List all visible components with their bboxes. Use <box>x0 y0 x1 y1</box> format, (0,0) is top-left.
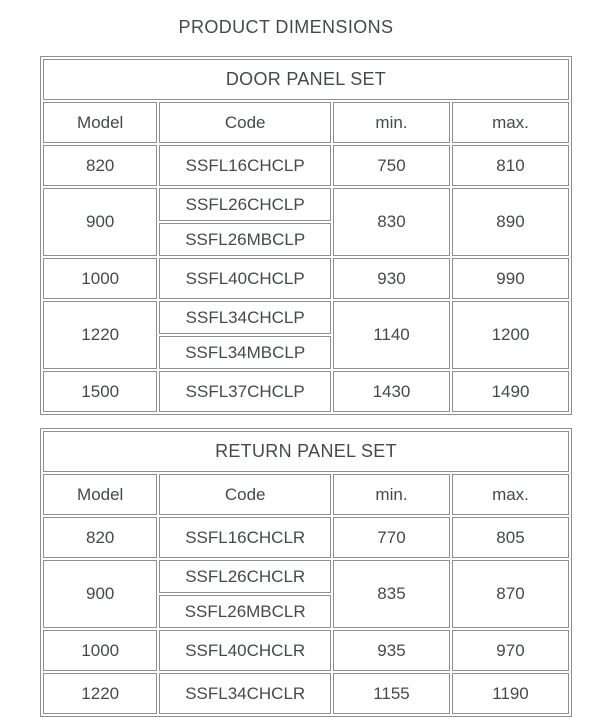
cell-model: 1500 <box>43 371 158 412</box>
cell-max: 870 <box>451 560 569 628</box>
cell-max: 970 <box>451 630 569 671</box>
table-row: 900 SSFL26CHCLP 830 890 <box>43 188 569 256</box>
cell-code: SSFL26CHCLP <box>159 188 331 221</box>
cell-min: 930 <box>332 258 450 299</box>
cell-code: SSFL34MBCLP <box>159 336 331 369</box>
column-header-model: Model <box>43 102 158 143</box>
cell-code: SSFL26MBCLR <box>159 595 331 628</box>
cell-max: 1490 <box>451 371 569 412</box>
column-header-code: Code <box>159 474 331 515</box>
cell-min: 835 <box>332 560 450 628</box>
table-title: DOOR PANEL SET <box>43 59 569 100</box>
cell-code: SSFL37CHCLP <box>159 371 331 412</box>
cell-min: 830 <box>332 188 450 256</box>
table-row: 820 SSFL16CHCLR 770 805 <box>43 517 569 558</box>
cell-code: SSFL40CHCLP <box>159 258 331 299</box>
cell-code: SSFL40CHCLR <box>159 630 331 671</box>
cell-code: SSFL34CHCLP <box>159 301 331 334</box>
table-row-code-variant: SSFL26MBCLR <box>43 595 569 628</box>
column-header-row: Model Code min. max. <box>43 474 569 515</box>
column-header-code: Code <box>159 102 331 143</box>
cell-code: SSFL16CHCLP <box>159 145 331 186</box>
cell-model: 1000 <box>43 630 158 671</box>
cell-model: 1220 <box>43 673 158 714</box>
cell-model: 1000 <box>43 258 158 299</box>
panel-table-door-panel-set: DOOR PANEL SET Model Code min. max. 820 SSFL16… <box>40 56 572 415</box>
cell-max: 1190 <box>451 673 569 714</box>
cell-max: 990 <box>451 258 569 299</box>
cell-max: 890 <box>451 188 569 256</box>
cell-model: 820 <box>43 517 158 558</box>
table-title-row: DOOR PANEL SET <box>43 59 569 100</box>
table-row: 900 SSFL26CHCLR 835 870 <box>43 560 569 628</box>
table-title: RETURN PANEL SET <box>43 431 569 472</box>
cell-model: 820 <box>43 145 158 186</box>
table-row: 1000 SSFL40CHCLP 930 990 <box>43 258 569 299</box>
cell-min: 1430 <box>332 371 450 412</box>
cell-code: SSFL34CHCLR <box>159 673 331 714</box>
table-row: 1220 SSFL34CHCLP 1140 1200 <box>43 301 569 369</box>
cell-min: 770 <box>332 517 450 558</box>
cell-min: 935 <box>332 630 450 671</box>
cell-model: 1220 <box>43 301 158 369</box>
column-header-model: Model <box>43 474 158 515</box>
cell-code: SSFL26MBCLP <box>159 223 331 256</box>
cell-max: 1200 <box>451 301 569 369</box>
table-title-row: RETURN PANEL SET <box>43 431 569 472</box>
cell-code: SSFL16CHCLR <box>159 517 331 558</box>
column-header-max: max. <box>451 474 569 515</box>
table-row: 1500 SSFL37CHCLP 1430 1490 <box>43 371 569 412</box>
column-header-min: min. <box>332 102 450 143</box>
panel-table-return-panel-set: RETURN PANEL SET Model Code min. max. 820 SSFL… <box>40 428 572 717</box>
table-row-code-variant: SSFL34MBCLP <box>43 336 569 369</box>
cell-max: 805 <box>451 517 569 558</box>
cell-max: 810 <box>451 145 569 186</box>
cell-min: 750 <box>332 145 450 186</box>
column-header-max: max. <box>451 102 569 143</box>
dimension-tables-container: DOOR PANEL SET Model Code min. max. 820 SSFL16… <box>40 56 612 717</box>
column-header-min: min. <box>332 474 450 515</box>
table-row-code-variant: SSFL26MBCLP <box>43 223 569 256</box>
table-row: 1220 SSFL34CHCLR 1155 1190 <box>43 673 569 714</box>
cell-min: 1140 <box>332 301 450 369</box>
cell-model: 900 <box>43 560 158 628</box>
table-row: 1000 SSFL40CHCLR 935 970 <box>43 630 569 671</box>
cell-min: 1155 <box>332 673 450 714</box>
cell-model: 900 <box>43 188 158 256</box>
table-row: 820 SSFL16CHCLP 750 810 <box>43 145 569 186</box>
cell-code: SSFL26CHCLR <box>159 560 331 593</box>
page-title: PRODUCT DIMENSIONS <box>178 17 394 37</box>
column-header-row: Model Code min. max. <box>43 102 569 143</box>
